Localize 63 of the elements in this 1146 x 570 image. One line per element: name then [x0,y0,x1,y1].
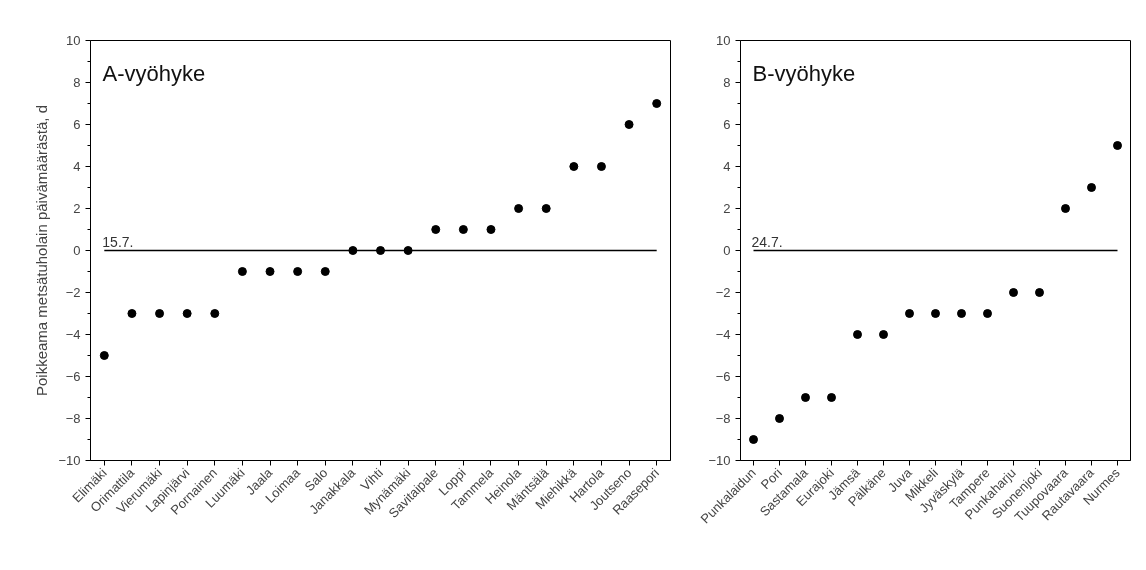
y-tick-label: −6 [715,369,731,384]
text: A-vyöhyke [102,60,206,86]
point [182,309,192,318]
point [376,246,385,255]
y-tick-label: 6 [73,117,81,132]
y-tick-label: 10 [66,33,81,48]
y-tick-label: −8 [715,411,731,426]
y-tick-label: 2 [73,201,81,216]
y-tick-label: −10 [708,453,731,468]
y-tick-label: 0 [723,243,731,258]
point [827,393,836,402]
point [624,120,634,129]
point [569,162,579,171]
point [905,309,914,318]
point [879,330,888,339]
point [431,225,441,234]
y-tick-label: −8 [65,411,81,426]
point [99,351,109,360]
point [514,204,524,213]
point [931,309,940,318]
point [265,267,275,276]
point [293,267,303,276]
annotation: 24.7. [751,233,783,250]
y-tick-label: 8 [73,75,81,90]
point [775,414,784,423]
annotation: 15.7. [102,233,134,250]
point [210,309,220,318]
point [853,330,862,339]
point [596,162,606,171]
y-tick-label: 8 [723,75,731,90]
y-tick-label: −4 [715,327,731,342]
point [1035,288,1044,297]
point [1087,183,1096,192]
y-tick-label: 4 [723,159,731,174]
y-tick-label: 6 [723,117,731,132]
point [801,393,810,402]
point [1113,141,1122,150]
y-tick-label: −2 [65,285,81,300]
y-tick-label: −10 [58,453,81,468]
point [458,225,468,234]
point [237,267,247,276]
y-tick-label: 2 [723,201,731,216]
point [127,309,137,318]
y-tick-label: 10 [716,33,731,48]
point [348,246,358,255]
y-tick-label: 4 [73,159,81,174]
point [320,267,330,276]
point [486,225,496,234]
y-tick-label: −4 [65,327,81,342]
point [983,309,992,318]
y-axis-title: Poikkeama metsätuholain päivämäärästä, d [33,105,51,396]
text: B-vyöhyke [752,60,856,86]
y-tick-label: −6 [65,369,81,384]
point [541,204,551,213]
point [652,99,662,108]
y-tick-label: 0 [73,243,81,258]
point [1061,204,1070,213]
point [957,309,966,318]
point [1009,288,1018,297]
y-tick-label: −2 [715,285,731,300]
point [749,435,758,444]
point [403,246,413,255]
point [155,309,165,318]
